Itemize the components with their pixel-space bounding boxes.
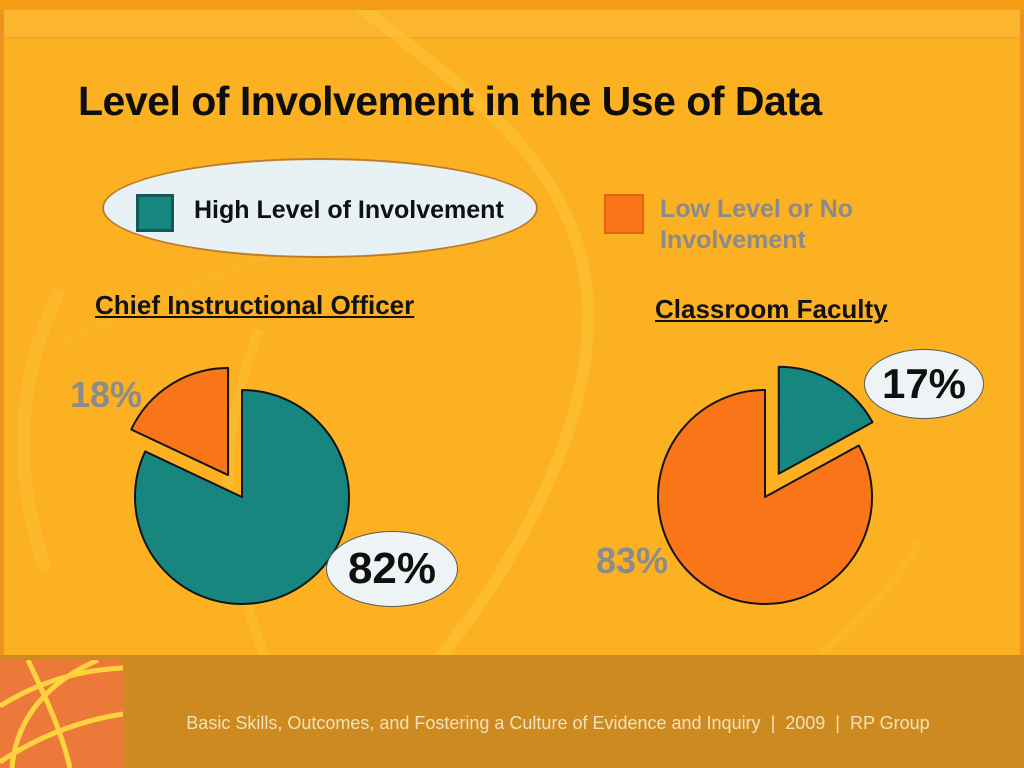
slide-top-border	[0, 0, 1024, 10]
chart-title-chief-instructional-officer: Chief Instructional Officer	[95, 290, 415, 320]
legend-high-ellipse	[102, 158, 538, 258]
slide-top-sheen-line	[4, 37, 1020, 39]
pie-slice-high-level-of-involvement	[777, 365, 874, 475]
pie-slice-high-level-of-involvement	[134, 389, 350, 605]
legend-high-label: High Level of Involvement	[194, 196, 504, 224]
data-label-faculty-high: 17%	[881, 360, 967, 407]
legend-low-label: Low Level or No Involvement	[660, 195, 854, 254]
data-label-cio-high: 82%	[347, 544, 437, 593]
footer-logo-decoration	[0, 660, 123, 768]
page-title: Level of Involvement in the Use of Data	[78, 78, 822, 124]
pie-chart-chief-instructional-officer	[130, 367, 350, 605]
data-label-cio-high-bubble: 82%	[326, 531, 458, 607]
pie-slice-low-level-or-no-involvement	[657, 389, 873, 605]
legend-high-color-swatch	[136, 194, 174, 232]
legend-low-color-swatch	[604, 194, 644, 234]
pie-chart-classroom-faculty	[657, 365, 874, 605]
background-swoosh-decoration	[17, 10, 924, 655]
data-label-faculty-high-bubble: 17%	[864, 349, 984, 419]
pie-slice-low-level-or-no-involvement	[130, 367, 230, 477]
footer-band	[0, 655, 1024, 768]
data-label-faculty-low: 83%	[596, 540, 669, 581]
data-label-cio-low: 18%	[70, 374, 143, 415]
footer-credit-text: Basic Skills, Outcomes, and Fostering a …	[186, 713, 930, 733]
slide-top-sheen	[4, 10, 1020, 37]
chart-title-classroom-faculty: Classroom Faculty	[655, 294, 888, 324]
footer-logo-arcs	[0, 660, 123, 768]
